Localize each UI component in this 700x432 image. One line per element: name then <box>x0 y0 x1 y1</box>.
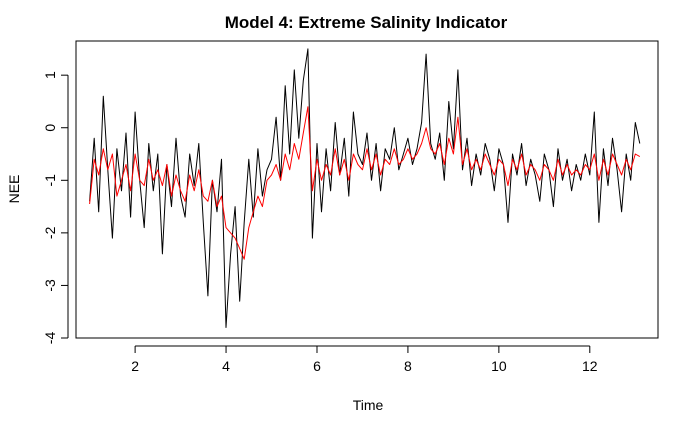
x-tick-label: 4 <box>222 358 230 374</box>
x-tick-label: 10 <box>491 358 507 374</box>
x-tick-label: 6 <box>313 358 321 374</box>
x-axis-title: Time <box>353 397 384 413</box>
series-layer <box>89 48 641 328</box>
y-tick-label: 0 <box>42 124 58 132</box>
y-tick-label: -1 <box>42 174 58 187</box>
series-line-2 <box>89 106 641 260</box>
y-tick-label: -4 <box>42 332 58 345</box>
series-line-1 <box>89 48 641 328</box>
chart-title: Model 4: Extreme Salinity Indicator <box>225 13 508 32</box>
y-tick-label: -3 <box>42 279 58 292</box>
plot-frame <box>75 40 659 339</box>
y-axis: -4 -3 -2 -1 0 1 <box>42 71 69 345</box>
y-tick-label: -2 <box>42 226 58 239</box>
y-axis-title: NEE <box>6 175 22 204</box>
y-tick-label: 1 <box>42 71 58 79</box>
x-tick-label: 12 <box>582 358 598 374</box>
x-tick-label: 8 <box>404 358 412 374</box>
x-axis: 2 4 6 8 10 12 <box>131 345 598 374</box>
x-tick-label: 2 <box>131 358 139 374</box>
